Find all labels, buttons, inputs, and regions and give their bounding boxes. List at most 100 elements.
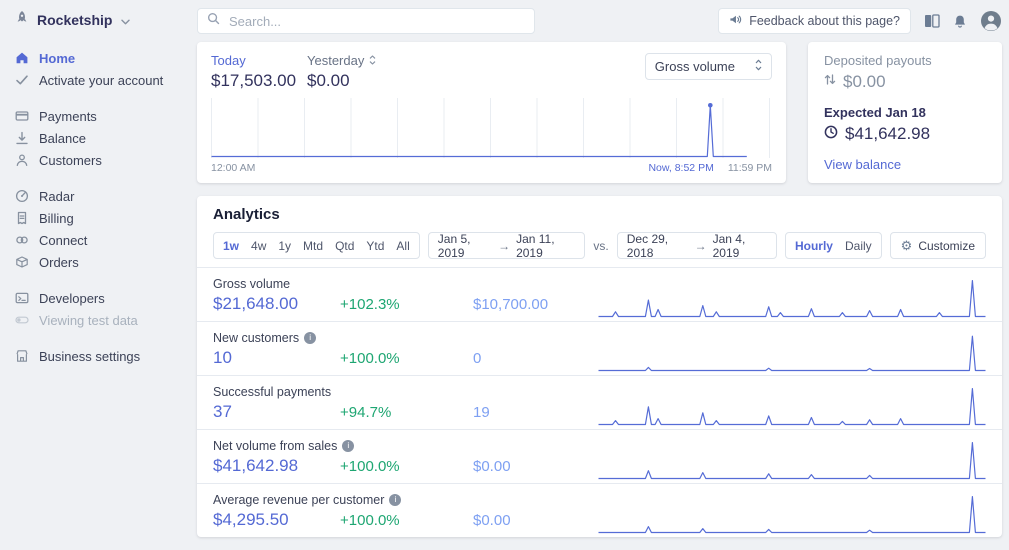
granularity-daily[interactable]: Daily xyxy=(844,238,872,253)
payouts-title: Deposited payouts xyxy=(824,53,932,68)
sidebar-item-home[interactable]: Home xyxy=(14,47,187,69)
chart-time-now: Now, 8:52 PM xyxy=(648,162,714,174)
sidebar-item-label: Connect xyxy=(39,232,88,248)
range-option-mtd[interactable]: Mtd xyxy=(303,238,324,253)
select-carets-icon xyxy=(755,59,762,74)
range-segmented-control: 1w 4w 1y Mtd Qtd Ytd All xyxy=(213,232,420,259)
sidebar-item-label: Business settings xyxy=(39,348,141,364)
sidebar-item-label: Activate your account xyxy=(39,72,164,88)
metric-value: 10 xyxy=(213,348,232,367)
toggle-icon xyxy=(14,313,30,327)
person-icon xyxy=(14,153,30,167)
terminal-icon xyxy=(14,291,30,305)
transfer-arrows-icon xyxy=(824,73,836,91)
sidebar-item-radar[interactable]: Radar xyxy=(14,185,187,207)
sidebar-item-developers[interactable]: Developers xyxy=(14,287,187,309)
metric-label: Gross volume xyxy=(213,276,291,291)
chart-time-start: 12:00 AM xyxy=(211,162,256,174)
search-box[interactable] xyxy=(197,8,535,34)
metric-row-new-customers[interactable]: New customers i 10 +100.0% 0 xyxy=(197,321,1002,375)
customize-label: Customize xyxy=(918,238,975,253)
sidebar-item-label: Payments xyxy=(39,108,97,124)
sidebar-item-billing[interactable]: Billing xyxy=(14,207,187,229)
metric-compare-value: $0.00 xyxy=(473,457,511,475)
customize-button[interactable]: ⚙ Customize xyxy=(889,232,986,259)
analytics-filters: 1w 4w 1y Mtd Qtd Ytd All Jan 5, 2019 → J… xyxy=(213,231,986,260)
range-option-1y[interactable]: 1y xyxy=(278,238,292,253)
sort-carets-icon xyxy=(369,53,376,68)
vs-label: vs. xyxy=(593,238,609,253)
account-name: Rocketship xyxy=(37,11,113,28)
view-balance-link[interactable]: View balance xyxy=(824,157,902,172)
metric-row-average-revenue[interactable]: Average revenue per customer i $4,295.50 … xyxy=(197,483,1002,537)
docs-icon[interactable] xyxy=(924,14,940,28)
metric-row-net-volume[interactable]: Net volume from sales i $41,642.98 +100.0… xyxy=(197,429,1002,483)
radar-icon xyxy=(14,189,30,203)
compare-range-picker[interactable]: Dec 29, 2018 → Jan 4, 2019 xyxy=(616,231,777,260)
metric-change: +94.7% xyxy=(340,403,392,421)
sidebar-item-balance[interactable]: Balance xyxy=(14,127,187,149)
granularity-hourly[interactable]: Hourly xyxy=(794,238,833,253)
range-option-qtd[interactable]: Qtd xyxy=(335,238,355,253)
sidebar: Rocketship Home Activate your account xyxy=(0,0,195,550)
account-switcher[interactable]: Rocketship xyxy=(14,10,187,29)
metric-compare-value: $0.00 xyxy=(473,511,511,529)
top-bar: Feedback about this page? xyxy=(197,8,1002,34)
balance-icon xyxy=(14,131,30,145)
metric-label: Successful payments xyxy=(213,384,332,399)
main-content: Feedback about this page? Today xyxy=(195,0,1009,550)
payouts-card: Deposited payouts $0.00 Expected Jan 18 … xyxy=(808,42,1002,183)
expected-label: Expected Jan 18 xyxy=(824,105,926,120)
metric-sparkline xyxy=(598,328,986,372)
date-range-picker[interactable]: Jan 5, 2019 → Jan 11, 2019 xyxy=(427,231,586,260)
avatar[interactable] xyxy=(980,10,1002,32)
yesterday-column: Yesterday $0.00 xyxy=(307,53,403,91)
range-option-1w[interactable]: 1w xyxy=(223,238,240,253)
metric-compare-value: 19 xyxy=(473,403,490,421)
sidebar-item-viewing-test-data[interactable]: Viewing test data xyxy=(14,309,187,331)
sidebar-item-label: Customers xyxy=(39,152,102,168)
search-input[interactable] xyxy=(227,12,525,30)
connect-icon xyxy=(14,233,30,247)
sidebar-item-payments[interactable]: Payments xyxy=(14,105,187,127)
today-label[interactable]: Today xyxy=(211,53,246,68)
sidebar-item-activate-account[interactable]: Activate your account xyxy=(14,69,187,91)
info-icon[interactable]: i xyxy=(342,439,355,452)
metric-change: +100.0% xyxy=(340,511,400,529)
feedback-button[interactable]: Feedback about this page? xyxy=(718,8,911,34)
metric-select[interactable]: Gross volume xyxy=(644,53,772,80)
info-icon[interactable]: i xyxy=(389,493,402,506)
metric-row-successful-payments[interactable]: Successful payments 37 +94.7% 19 xyxy=(197,375,1002,429)
home-icon xyxy=(14,51,30,65)
metric-label: New customers xyxy=(213,330,300,345)
compare-range-start: Dec 29, 2018 xyxy=(626,231,669,260)
range-option-all[interactable]: All xyxy=(396,238,410,253)
metric-row-gross-volume[interactable]: Gross volume $21,648.00 +102.3% $10,700.… xyxy=(197,267,1002,321)
range-option-ytd[interactable]: Ytd xyxy=(366,238,385,253)
info-icon[interactable]: i xyxy=(304,331,317,344)
sidebar-item-label: Balance xyxy=(39,130,86,146)
date-range-start: Jan 5, 2019 xyxy=(437,231,471,260)
date-range-end: Jan 11, 2019 xyxy=(516,231,555,260)
sidebar-item-label: Home xyxy=(39,50,76,66)
metric-value: $21,648.00 xyxy=(213,294,299,313)
bell-icon[interactable] xyxy=(953,14,967,29)
granularity-segmented-control: Hourly Daily xyxy=(784,232,882,259)
metric-sparkline xyxy=(598,382,986,426)
check-icon xyxy=(14,73,30,87)
sidebar-item-customers[interactable]: Customers xyxy=(14,149,187,171)
metric-value: $4,295.50 xyxy=(213,510,289,529)
sidebar-item-business-settings[interactable]: Business settings xyxy=(14,345,187,367)
today-value: $17,503.00 xyxy=(211,71,297,90)
sidebar-item-orders[interactable]: Orders xyxy=(14,251,187,273)
yesterday-label[interactable]: Yesterday xyxy=(307,53,403,68)
storefront-icon xyxy=(14,349,30,363)
sidebar-item-label: Radar xyxy=(39,188,75,204)
range-option-4w[interactable]: 4w xyxy=(251,238,267,253)
box-icon xyxy=(14,255,30,269)
sidebar-item-label: Orders xyxy=(39,254,79,270)
metric-label: Net volume from sales xyxy=(213,438,338,453)
invoice-icon xyxy=(14,211,30,225)
sidebar-item-connect[interactable]: Connect xyxy=(14,229,187,251)
clock-icon xyxy=(824,125,838,144)
